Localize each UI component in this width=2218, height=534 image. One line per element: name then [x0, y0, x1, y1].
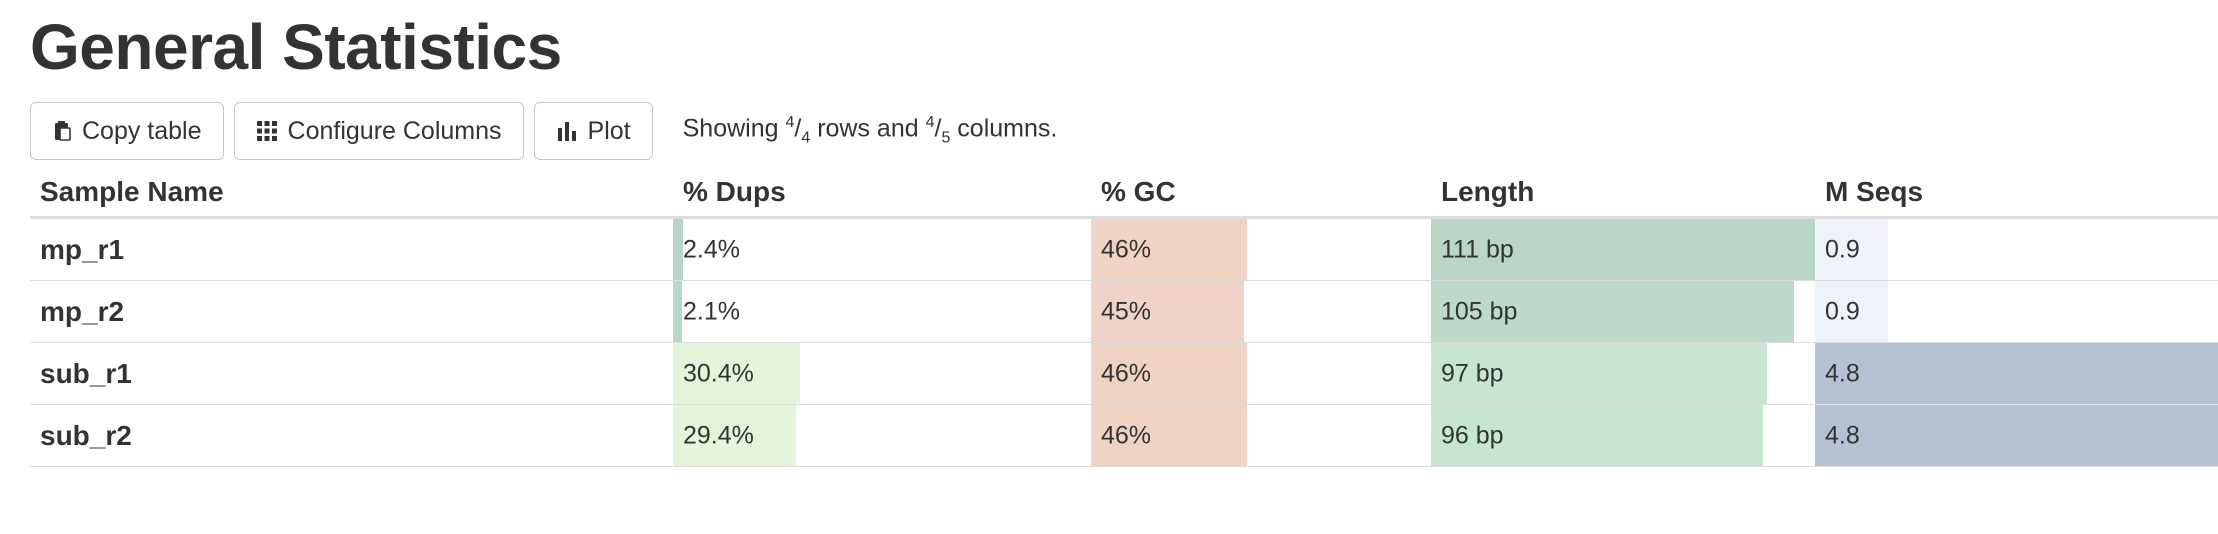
dups-bar — [673, 343, 801, 404]
gc-bar — [1091, 343, 1248, 404]
mseqs-value: 4.8 — [1825, 421, 1860, 449]
page-title: General Statistics — [30, 11, 562, 83]
mseqs-bar — [1815, 405, 2218, 466]
gc-bar — [1091, 281, 1244, 342]
gc-cell: 46% — [1091, 217, 1431, 281]
gc-bar — [1091, 219, 1248, 280]
dups-value: 30.4% — [683, 359, 754, 387]
length-bar — [1431, 405, 1764, 466]
gc-cell: 46% — [1091, 342, 1431, 405]
mseqs-cell: 4.8 — [1815, 342, 2218, 405]
length-value: 111 bp — [1441, 235, 1514, 263]
table-row-column-count: Showing 4/4 rows and 4/5 columns. — [682, 114, 1058, 147]
clipboard-icon — [52, 120, 72, 142]
column-header-gc[interactable]: % GC — [1091, 168, 1431, 219]
length-cell: 105 bp — [1431, 280, 1815, 343]
dups-value: 29.4% — [683, 421, 754, 449]
column-header-mseqs[interactable]: M Seqs — [1815, 168, 2218, 219]
general-stats-table: Sample Name % Dups % GC Length M Seqs mp… — [30, 168, 2218, 467]
copy-table-label: Copy table — [82, 116, 202, 145]
mseqs-value: 0.9 — [1825, 297, 1860, 325]
column-header-length[interactable]: Length — [1431, 168, 1815, 219]
dups-bar — [673, 281, 682, 342]
copy-table-button[interactable]: Copy table — [30, 102, 224, 160]
dups-bar — [673, 405, 796, 466]
gc-value: 45% — [1101, 297, 1152, 325]
length-value: 97 bp — [1441, 359, 1504, 387]
length-value: 96 bp — [1441, 421, 1504, 449]
length-bar — [1431, 343, 1767, 404]
column-header-dups[interactable]: % Dups — [673, 168, 1091, 219]
table-header-row: Sample Name % Dups % GC Length M Seqs — [30, 168, 2218, 219]
configure-columns-label: Configure Columns — [287, 116, 502, 145]
bar-chart-icon — [556, 120, 578, 142]
sample-name-cell: sub_r1 — [30, 342, 673, 405]
gc-value: 46% — [1101, 235, 1152, 263]
dups-cell: 2.4% — [673, 217, 1091, 281]
gc-cell: 46% — [1091, 404, 1431, 467]
mseqs-cell: 4.8 — [1815, 404, 2218, 467]
column-header-sample-name[interactable]: Sample Name — [30, 168, 673, 219]
length-cell: 97 bp — [1431, 342, 1815, 405]
mseqs-bar — [1815, 343, 2218, 404]
configure-columns-button[interactable]: Configure Columns — [233, 102, 524, 160]
mseqs-cell: 0.9 — [1815, 217, 2218, 281]
length-cell: 96 bp — [1431, 404, 1815, 467]
dups-bar — [673, 219, 684, 280]
mseqs-bar — [1815, 219, 1888, 280]
plot-label: Plot — [587, 116, 631, 145]
dups-cell: 29.4% — [673, 404, 1091, 467]
sample-name-cell: sub_r2 — [30, 404, 673, 467]
gc-bar — [1091, 405, 1248, 466]
length-bar — [1431, 281, 1795, 342]
mseqs-value: 0.9 — [1825, 235, 1860, 263]
table-row: mp_r2 2.1% 45% 105 bp 0.9 — [30, 280, 2218, 343]
gc-value: 46% — [1101, 359, 1152, 387]
sample-name-cell: mp_r1 — [30, 217, 673, 281]
length-cell: 111 bp — [1431, 217, 1815, 281]
mseqs-value: 4.8 — [1825, 359, 1860, 387]
mseqs-cell: 0.9 — [1815, 280, 2218, 343]
table-row: mp_r1 2.4% 46% 111 bp 0.9 — [30, 217, 2218, 281]
table-row: sub_r2 29.4% 46% 96 bp 4.8 — [30, 404, 2218, 467]
gc-value: 46% — [1101, 421, 1152, 449]
grid-icon — [256, 120, 278, 142]
gc-cell: 45% — [1091, 280, 1431, 343]
dups-value: 2.1% — [683, 297, 740, 325]
length-value: 105 bp — [1441, 297, 1518, 325]
length-bar — [1431, 219, 1815, 280]
dups-cell: 30.4% — [673, 342, 1091, 405]
table-row: sub_r1 30.4% 46% 97 bp 4.8 — [30, 342, 2218, 405]
table-toolbar: Copy table Configure Columns Plot Showin… — [30, 101, 1057, 161]
plot-button[interactable]: Plot — [533, 102, 653, 160]
dups-value: 2.4% — [683, 235, 740, 263]
dups-cell: 2.1% — [673, 280, 1091, 343]
mseqs-bar — [1815, 281, 1888, 342]
sample-name-cell: mp_r2 — [30, 280, 673, 343]
